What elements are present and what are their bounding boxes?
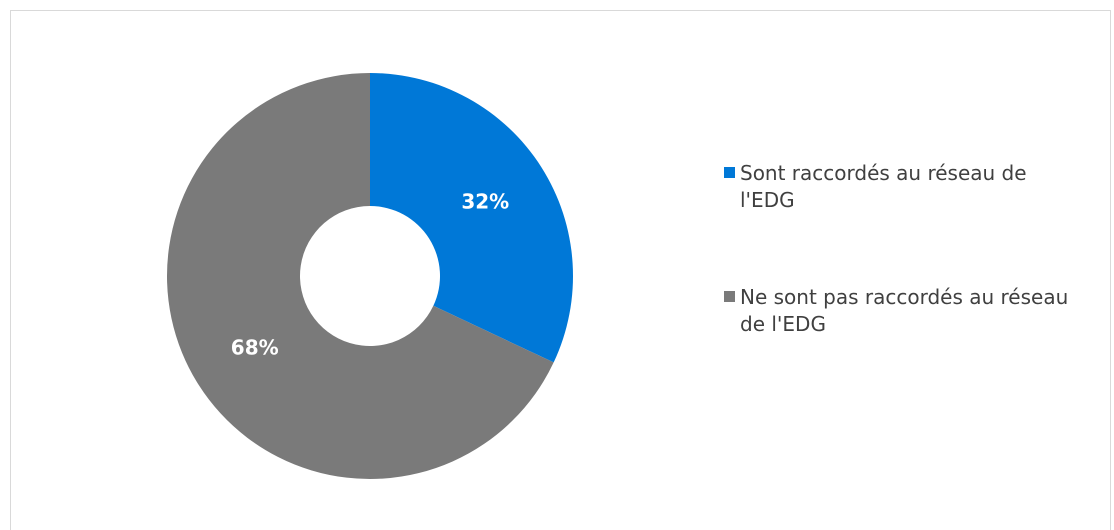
frame (10, 10, 1111, 530)
data-label: 68% (231, 336, 279, 360)
slice (167, 73, 554, 479)
legend-label: Sont raccordés au réseau de l'EDG (740, 161, 1027, 212)
data-label: 32% (461, 189, 509, 213)
slice (370, 73, 573, 363)
legend-swatch (724, 167, 735, 178)
legend-item: Sont raccordés au réseau de l'EDG (724, 160, 1084, 214)
legend-label: Ne sont pas raccordés au réseau de l'EDG (740, 285, 1069, 336)
legend-swatch (724, 291, 735, 302)
legend-item: Ne sont pas raccordés au réseau de l'EDG (724, 284, 1084, 338)
legend: Sont raccordés au réseau de l'EDG Ne sont… (724, 160, 1084, 408)
